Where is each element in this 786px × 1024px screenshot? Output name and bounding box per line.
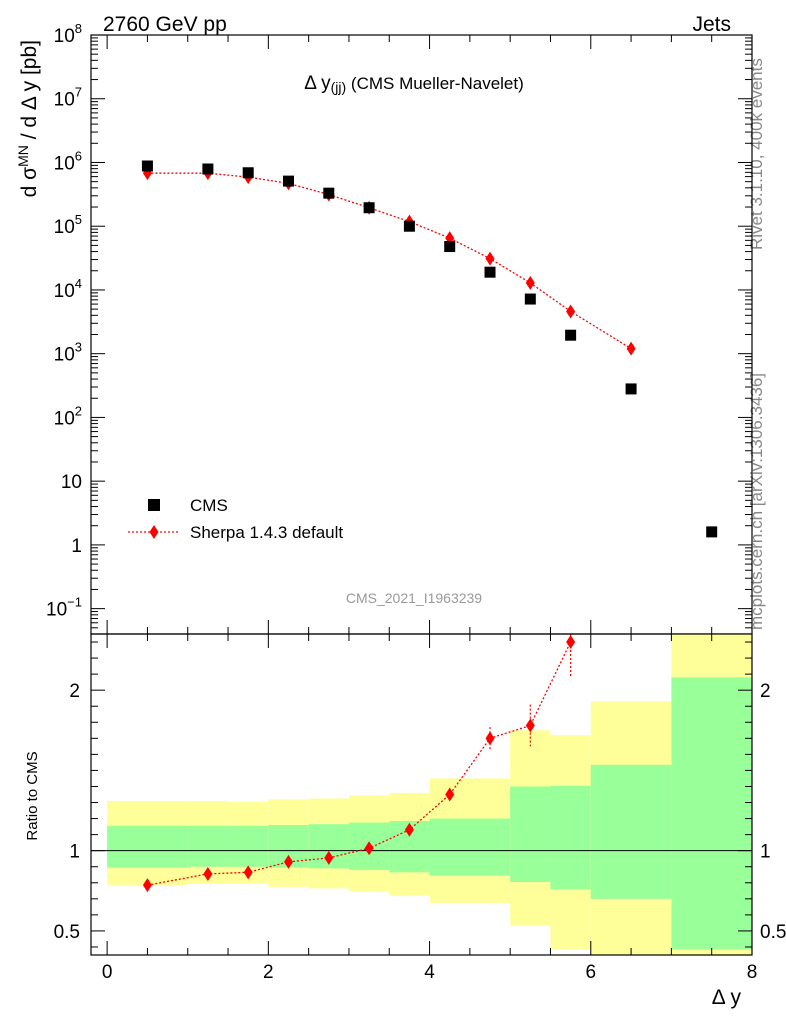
ratio-point — [142, 878, 152, 893]
collision-label: 2760 GeV pp — [103, 13, 227, 36]
x-tick-label: 8 — [747, 962, 758, 983]
ratio-frame — [90, 633, 753, 956]
y-tick-label: 1 — [71, 536, 82, 557]
main-panel: 10−1 1 10 102 103 104 105 106 107 108 Δ y(jj) (CM… — [15, 21, 753, 635]
inner-band — [671, 677, 752, 950]
y-tick-label: 104 — [54, 276, 82, 302]
ratio-point — [364, 841, 374, 856]
mc-series — [142, 166, 636, 356]
inner-band — [550, 785, 591, 890]
ratio-panel: 0.5 0.5 1 1 2 2 0 2 4 6 8 Ratio to CMS Δ y — [24, 633, 786, 1009]
ratio-y-tick-label: 0.5 — [760, 922, 786, 943]
ratio-point — [324, 850, 334, 865]
mc-point — [626, 341, 636, 356]
data-point — [706, 526, 718, 538]
x-axis-label: Δ y — [712, 986, 742, 1009]
uncertainty-bands — [91, 634, 752, 955]
legend: CMS Sherpa 1.4.3 default — [128, 496, 343, 542]
data-point — [323, 187, 335, 199]
x-tick-label: 2 — [263, 962, 274, 983]
ratio-y-tick-label: 1 — [760, 842, 771, 863]
data-point — [625, 383, 637, 395]
legend-marker-cms — [148, 499, 160, 511]
y-tick-label: 107 — [54, 85, 82, 111]
y-tick-label: 108 — [54, 21, 82, 47]
legend-marker-sherpa — [149, 525, 159, 539]
mc-line — [147, 172, 632, 350]
rivet-version-label: Rivet 3.1.10, 400k events — [747, 58, 766, 250]
data-point — [444, 241, 456, 253]
ratio-series — [142, 634, 576, 893]
ratio-y-tick-label: 1 — [69, 842, 80, 863]
ratio-point — [404, 822, 414, 837]
data-point — [242, 167, 254, 179]
data-point — [202, 163, 214, 175]
y-tick-label: 10−1 — [46, 595, 82, 621]
inner-band — [228, 825, 269, 867]
data-point — [484, 266, 496, 278]
ratio-point — [525, 718, 535, 733]
legend-label-sherpa: Sherpa 1.4.3 default — [190, 523, 343, 542]
data-point — [524, 293, 536, 305]
y-tick-label: 103 — [54, 340, 82, 366]
analysis-watermark: CMS_2021_I1963239 — [346, 590, 482, 606]
data-point — [363, 202, 375, 214]
inner-band — [107, 825, 188, 868]
ratio-point — [283, 854, 293, 869]
ratio-point — [203, 866, 213, 881]
mc-point — [525, 275, 535, 290]
y-tick-label: 10 — [61, 472, 82, 493]
inner-band — [187, 825, 229, 867]
ratio-y-tick-label: 0.5 — [54, 922, 80, 943]
mc-point — [566, 304, 576, 319]
inner-band — [590, 764, 672, 899]
x-tick-label: 0 — [102, 962, 113, 983]
ratio-y-tick-label: 2 — [760, 681, 771, 702]
y-axis-label: d σMN / d Δ y [pb] — [15, 40, 41, 197]
inner-band — [429, 818, 511, 876]
data-point — [282, 175, 294, 187]
data-series — [141, 160, 718, 538]
y-tick-label: 106 — [54, 148, 82, 174]
data-point — [565, 329, 577, 341]
ratio-point — [485, 731, 495, 746]
y-tick-label: 102 — [54, 403, 82, 429]
data-point — [141, 160, 153, 172]
main-title: Δ y(jj) (CMS Mueller-Navelet) — [304, 73, 524, 95]
mcplots-label: mcplots.cern.ch [arXiv:1306.3436] — [747, 373, 766, 630]
data-point — [403, 220, 415, 232]
ratio-y-tick-label: 2 — [69, 681, 80, 702]
legend-label-cms: CMS — [190, 496, 228, 515]
mc-point — [485, 251, 495, 266]
main-frame — [90, 34, 753, 635]
inner-band — [510, 786, 551, 882]
ratio-point — [445, 787, 455, 802]
y-tick-label: 105 — [54, 212, 82, 238]
process-label: Jets — [692, 13, 731, 36]
ratio-y-axis-label: Ratio to CMS — [24, 751, 41, 840]
x-tick-label: 4 — [424, 962, 435, 983]
x-tick-label: 6 — [585, 962, 596, 983]
ratio-point — [243, 865, 253, 880]
ratio-point — [566, 635, 576, 650]
